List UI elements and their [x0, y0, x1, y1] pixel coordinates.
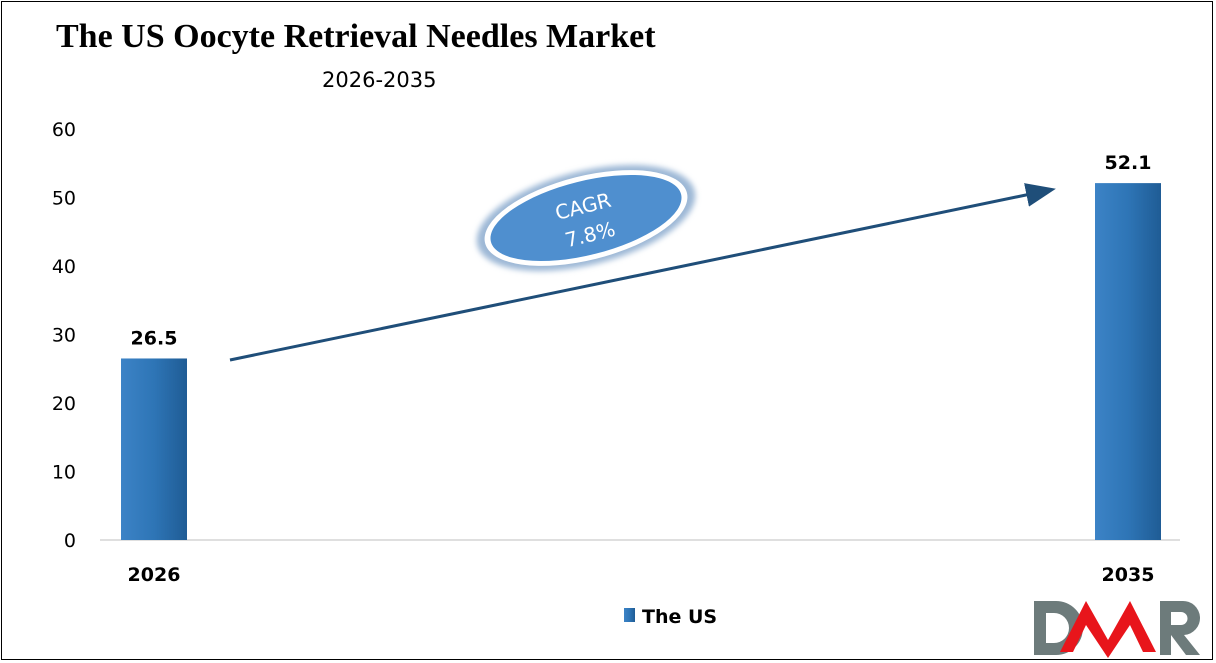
- y-tick-label: 60: [52, 119, 76, 141]
- x-tick-label: 2026: [128, 564, 181, 586]
- y-tick-label: 10: [52, 462, 76, 484]
- y-tick-label: 50: [52, 188, 76, 210]
- cagr-badge: CAGR 7.8%: [476, 164, 696, 272]
- chart-title: The US Oocyte Retrieval Needles Market: [56, 18, 656, 55]
- y-tick-label: 20: [52, 393, 76, 415]
- bar-2035: [1095, 183, 1161, 541]
- y-tick-label: 30: [52, 325, 76, 347]
- cagr-arrow: [229, 183, 1056, 362]
- x-tick-label: 2035: [1102, 564, 1155, 586]
- chart-subtitle: 2026-2035: [322, 68, 437, 92]
- bar-2026: [121, 358, 187, 540]
- dmr-logo: [1034, 600, 1201, 658]
- data-label: 26.5: [131, 327, 178, 349]
- legend: The US: [624, 606, 717, 628]
- legend-label: The US: [642, 606, 717, 628]
- data-label: 52.1: [1105, 152, 1152, 174]
- legend-swatch: [624, 608, 635, 622]
- y-tick-label: 0: [64, 530, 76, 552]
- y-tick-label: 40: [52, 256, 76, 278]
